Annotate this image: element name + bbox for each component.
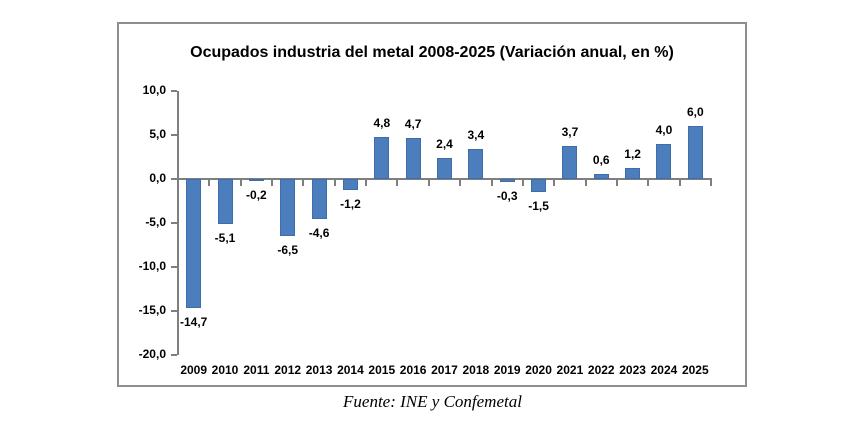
x-axis-tick	[710, 180, 712, 186]
y-axis-tick	[171, 222, 177, 224]
y-axis-line	[177, 91, 179, 355]
y-axis-tick-label: 10,0	[142, 83, 166, 97]
x-axis-category-label: 2013	[305, 363, 333, 377]
bar-2018	[468, 149, 484, 179]
y-axis-tick-label: -10,0	[138, 259, 166, 273]
x-axis-category-label: 2010	[211, 363, 239, 377]
bar-2009	[186, 179, 202, 309]
x-axis-tick	[302, 180, 305, 186]
x-axis-tick	[239, 180, 242, 186]
x-axis-category-label: 2011	[243, 363, 270, 377]
x-axis-category-label: 2025	[681, 363, 709, 377]
bar-value-label: 6,0	[686, 105, 704, 120]
x-axis-line	[177, 178, 712, 180]
bar-value-label: -1,5	[528, 199, 549, 214]
x-axis-tick	[490, 180, 493, 186]
bar-value-label: -0,3	[496, 188, 518, 203]
x-axis-tick	[333, 180, 336, 186]
x-axis-tick	[584, 180, 587, 186]
bar-value-label: -5,1	[214, 230, 236, 245]
x-axis-category-label: 2020	[525, 363, 552, 377]
y-axis-tick	[171, 134, 177, 136]
bar-value-label: 0,6	[592, 152, 610, 167]
bar-2020	[531, 179, 547, 193]
y-axis-tick	[171, 310, 177, 312]
x-axis-tick	[678, 180, 681, 186]
bar-2023	[625, 168, 641, 179]
bar-2014	[342, 179, 358, 190]
x-axis-tick	[521, 180, 524, 186]
x-axis-category-label: 2017	[431, 363, 458, 377]
x-axis-category-label: 2016	[399, 363, 427, 377]
y-axis-tick	[171, 266, 177, 268]
x-axis-tick	[553, 180, 556, 186]
bar-value-label: 4,8	[373, 115, 391, 130]
y-axis-tick-label: -15,0	[138, 303, 166, 317]
x-axis-category-label: 2009	[180, 363, 208, 377]
bar-2015	[374, 136, 390, 179]
source-caption: Fuente: INE y Confemetal	[343, 392, 522, 411]
x-axis-category-label: 2021	[556, 363, 584, 377]
bar-value-label: -4,6	[308, 226, 330, 241]
bar-value-label: 3,4	[467, 128, 485, 143]
bar-2024	[656, 143, 672, 179]
bar-2012	[280, 179, 296, 237]
x-axis-category-label: 2012	[274, 363, 302, 377]
bar-value-label: -0,2	[246, 187, 267, 202]
bar-2025	[687, 126, 703, 179]
bar-value-label: 3,7	[561, 125, 579, 140]
x-axis-tick	[208, 180, 211, 186]
y-axis-tick	[171, 178, 177, 180]
x-axis-category-label: 2019	[493, 363, 521, 377]
x-axis-tick	[459, 180, 462, 186]
x-axis-category-label: 2024	[650, 363, 678, 377]
y-axis-tick	[171, 354, 177, 356]
x-axis-category-label: 2023	[619, 363, 646, 377]
bar-2017	[437, 157, 452, 179]
chart-title: Ocupados industria del metal 2008-2025 (…	[190, 44, 674, 61]
x-axis-tick	[427, 180, 430, 186]
bar-2022	[593, 173, 609, 179]
x-axis-category-label: 2022	[587, 363, 615, 377]
bar-value-label: -14,7	[179, 315, 208, 330]
x-axis-tick	[615, 180, 618, 186]
y-axis-tick-label: -5,0	[145, 215, 166, 229]
x-axis-tick	[396, 180, 399, 186]
y-axis-tick-label: 5,0	[149, 127, 166, 141]
bar-2013	[311, 179, 327, 220]
x-axis-tick	[365, 180, 368, 186]
bar-value-label: -1,2	[340, 196, 361, 211]
x-axis-tick	[271, 180, 274, 186]
bar-value-label: -6,5	[277, 243, 299, 258]
chart-frame: Ocupados industria del metal 2008-2025 (…	[117, 22, 747, 387]
bar-value-label: 4,0	[655, 122, 673, 137]
bar-2010	[217, 179, 233, 224]
y-axis-tick-label: -20,0	[138, 347, 166, 361]
x-axis-category-label: 2014	[337, 363, 364, 377]
plot-area: 10,0 5,0 0,0 -5,0 -10,0 -15,0 -20,0 -14,7 2009 -5…	[119, 24, 745, 385]
x-axis-tick	[647, 180, 650, 186]
x-axis-category-label: 2018	[462, 363, 490, 377]
y-axis-tick	[171, 90, 177, 92]
x-axis-tick	[177, 180, 179, 186]
bar-2016	[405, 137, 421, 179]
bar-value-label: 1,2	[624, 147, 641, 162]
bar-value-label: 4,7	[404, 116, 422, 131]
bar-value-label: 2,4	[436, 136, 453, 151]
bar-2019	[499, 179, 515, 182]
bar-2021	[562, 146, 578, 179]
y-axis-tick-label: 0,0	[149, 171, 166, 185]
bar-2011	[248, 179, 264, 181]
x-axis-category-label: 2015	[368, 363, 396, 377]
